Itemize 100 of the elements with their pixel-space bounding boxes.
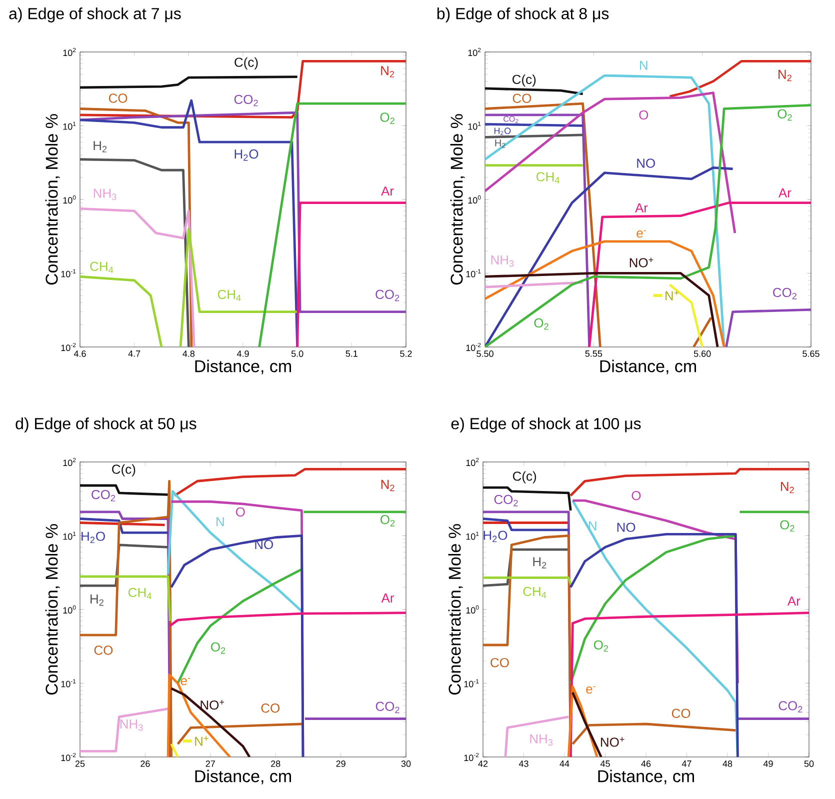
x-tick-label: 48	[722, 760, 732, 767]
series-label: NO$^{+}$	[630, 258, 654, 268]
x-tick-label: 5.50	[476, 350, 494, 357]
series-label: N$^{+}$	[666, 290, 679, 300]
x-axis-title: Distance, cm	[598, 770, 694, 784]
line-series	[170, 687, 251, 757]
chart-title: a) Edge of shock at 7 μs	[9, 8, 181, 22]
series-label: O	[236, 507, 245, 517]
y-tick-label: 10$^{0}$	[63, 605, 76, 614]
text: CO	[490, 658, 509, 668]
text: CO$_{2}$	[778, 701, 802, 712]
series-label: O$_{2}$	[778, 109, 792, 121]
chart-title: d) Edge of shock at 50 μs	[16, 418, 196, 432]
line-series	[483, 486, 572, 512]
series-label: O	[632, 491, 641, 500]
y-tick-label: 10$^{-2}$	[466, 342, 481, 352]
x-tick-label: 28	[271, 760, 280, 767]
series-label: CO	[108, 94, 128, 103]
series-label: H$_{2}$	[94, 141, 107, 152]
series-label: CO	[94, 646, 113, 655]
chart-title: b) Edge of shock at 8 μs	[437, 8, 609, 22]
line-series	[80, 112, 406, 313]
x-tick-label: 5.1	[346, 350, 358, 357]
series-label: CO$_{2}$	[504, 116, 518, 124]
series-label: Ar	[381, 594, 394, 602]
y-tick-label: 10$^{1}$	[63, 122, 76, 130]
y-axis-title: Concentration, Mole %	[45, 114, 60, 285]
series-label: NO	[637, 158, 655, 168]
x-tick-label: 27	[206, 760, 215, 767]
y-tick-label: 10$^{0}$	[468, 195, 481, 204]
series-label: e$^{-}$	[180, 678, 190, 686]
x-tick-label: 5.55	[585, 350, 602, 357]
text: O$_{2}$	[534, 318, 548, 330]
series-label: CH$_{4}$	[90, 262, 114, 273]
series-label: CH$_{4}$	[523, 586, 546, 598]
series-label: H$_{2}$	[90, 594, 104, 606]
series-label: Ar	[381, 186, 394, 196]
series-label: CH$_{4}$	[536, 172, 560, 184]
x-tick-label: 47	[682, 760, 692, 767]
y-tick-label: 10$^{-2}$	[464, 752, 479, 762]
series-label: H$_{2}$	[533, 557, 546, 568]
x-tick-label: 5.0	[291, 350, 304, 357]
line-series	[485, 166, 734, 347]
series-label: H$_{2}$O	[494, 128, 511, 136]
series-label: N$^{+}$	[195, 736, 208, 746]
x-tick-label: 4.8	[182, 350, 195, 357]
series-label: CO	[672, 708, 690, 718]
series-label: O$_{2}$	[380, 112, 394, 124]
x-tick-label: 5.2	[400, 350, 412, 357]
y-tick-label: 10$^{-1}$	[61, 269, 76, 278]
x-tick-label: 4.9	[236, 350, 249, 357]
series-label: N$_{2}$	[381, 66, 394, 78]
x-tick-label: 46	[641, 760, 651, 767]
text: O$_{2}$	[594, 640, 608, 652]
y-tick-label: 10$^{-2}$	[61, 752, 76, 762]
series-label: CO	[512, 94, 532, 103]
line-series	[80, 76, 299, 89]
x-tick-label: 5.65	[802, 350, 820, 357]
series-label: N	[216, 517, 224, 526]
series-label: C(c)	[234, 57, 258, 70]
line-series	[485, 240, 726, 347]
line-series	[668, 60, 812, 98]
series-label: NH$_{3}$	[94, 188, 116, 200]
x-axis-title: Distance, cm	[600, 360, 696, 374]
y-tick-label: 10$^{-1}$	[466, 269, 481, 278]
x-tick-label: 29	[336, 760, 346, 767]
y-tick-label: 10$^{1}$	[63, 532, 76, 540]
x-tick-label: 45	[600, 760, 610, 767]
x-tick-label: 42	[478, 760, 488, 767]
series-label: H$_{2}$O	[484, 530, 508, 542]
series-label: NH$_{3}$	[530, 734, 553, 746]
y-tick-label: 10$^{0}$	[63, 195, 76, 204]
chart-title: e) Edge of shock at 100 μs	[451, 418, 641, 432]
text: CO$_{2}$	[773, 288, 796, 300]
line-series	[485, 74, 726, 347]
x-axis-title: Distance, cm	[195, 360, 291, 374]
series-label: H$_{2}$O	[234, 149, 258, 161]
y-tick-label: 10$^{2}$	[468, 48, 481, 56]
y-axis-title: Concentration, Mole %	[448, 524, 463, 695]
x-tick-label: 26	[140, 760, 150, 767]
x-tick-label: 5.60	[694, 350, 711, 357]
x-tick-label: 25	[75, 760, 85, 767]
y-tick-label: 10$^{0}$	[466, 605, 479, 614]
series-label: Ar	[635, 203, 648, 212]
line-series	[168, 612, 406, 628]
series-label: H$_{2}$O	[82, 532, 105, 544]
series-label: NO$^{+}$	[200, 700, 224, 710]
line-series	[588, 202, 812, 347]
x-tick-label: 4.7	[128, 350, 140, 357]
series-label: O$_{2}$	[780, 520, 794, 532]
line-series	[166, 490, 303, 612]
x-tick-label: 4.6	[74, 350, 86, 357]
series-label: N$_{2}$	[780, 482, 794, 494]
series-label: C(c)	[512, 74, 536, 87]
series-label: e$^{-}$	[586, 686, 596, 694]
series-label: C(c)	[512, 471, 536, 484]
series-label: O$_{2}$	[380, 515, 395, 526]
x-tick-label: 49	[763, 760, 773, 767]
text: Ar	[778, 188, 792, 198]
line-series	[80, 108, 193, 347]
